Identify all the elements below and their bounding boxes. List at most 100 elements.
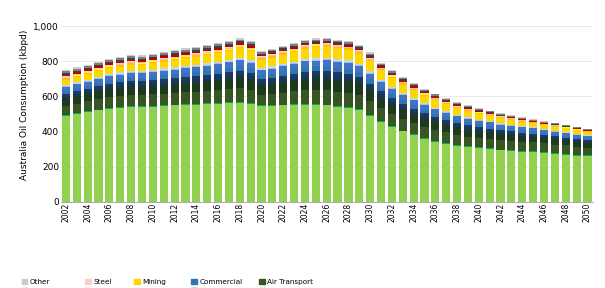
Bar [453,120,461,123]
Bar [399,130,407,131]
Bar [236,47,244,48]
Bar [497,149,505,150]
Bar [105,108,114,109]
Bar [420,90,428,91]
Bar [561,154,570,155]
Bar [464,111,472,117]
Bar [214,43,222,44]
Bar [160,58,168,59]
Bar [182,58,189,66]
Bar [290,77,298,80]
Bar [236,38,244,39]
Bar [583,147,592,156]
Bar [73,71,81,72]
Bar [366,84,374,86]
Bar [116,108,125,202]
Bar [572,142,581,147]
Bar [377,80,385,81]
Bar [583,132,592,135]
Bar [399,94,407,95]
Bar [431,96,439,97]
Bar [279,66,287,71]
Bar [290,64,298,69]
Bar [171,93,178,105]
Bar [475,110,483,111]
Bar [203,52,211,53]
Bar [377,122,385,202]
Bar [366,74,374,79]
Bar [475,112,483,113]
Bar [420,113,428,115]
Bar [399,79,407,81]
Bar [518,118,526,119]
Bar [182,105,189,202]
Bar [258,54,266,55]
Bar [94,69,103,70]
Bar [529,119,537,120]
Bar [73,69,81,71]
Bar [366,101,374,115]
Bar [62,75,70,76]
Bar [138,77,146,81]
Bar [149,58,157,60]
Bar [192,76,200,79]
Bar [94,78,103,79]
Bar [322,41,331,42]
Bar [182,52,189,53]
Bar [551,123,559,124]
Bar [366,52,374,54]
Bar [420,115,428,118]
Bar [83,82,92,86]
Bar [236,66,244,71]
Bar [388,73,396,74]
Bar [410,111,417,114]
Bar [247,48,255,49]
Bar [464,137,472,146]
Bar [572,128,581,129]
Bar [355,46,364,48]
Bar [138,71,146,73]
Bar [518,134,526,136]
Bar [333,106,342,107]
Bar [312,78,320,90]
Bar [203,65,211,66]
Bar [127,71,135,72]
Bar [94,86,103,89]
Bar [333,39,342,41]
Bar [322,78,331,90]
Bar [453,127,461,135]
Bar [442,117,450,120]
Bar [453,145,461,146]
Bar [475,129,483,131]
Bar [247,60,255,62]
Bar [453,125,461,127]
Bar [561,126,570,127]
Bar [214,73,222,76]
Bar [410,123,417,134]
Bar [399,93,407,94]
Bar [344,41,353,42]
Bar [203,66,211,71]
Bar [127,95,135,106]
Bar [518,142,526,151]
Bar [333,46,342,47]
Bar [572,134,581,135]
Bar [236,71,244,73]
Bar [475,138,483,147]
Bar [258,85,266,95]
Bar [160,53,168,55]
Bar [377,81,385,82]
Bar [301,90,309,104]
Bar [312,66,320,71]
Bar [268,53,276,54]
Bar [497,118,505,123]
Bar [431,101,439,108]
Bar [344,93,353,107]
Bar [540,135,548,136]
Bar [247,49,255,50]
Bar [290,104,298,105]
Bar [442,102,450,103]
Bar [73,75,81,76]
Bar [203,46,211,48]
Bar [160,82,168,85]
